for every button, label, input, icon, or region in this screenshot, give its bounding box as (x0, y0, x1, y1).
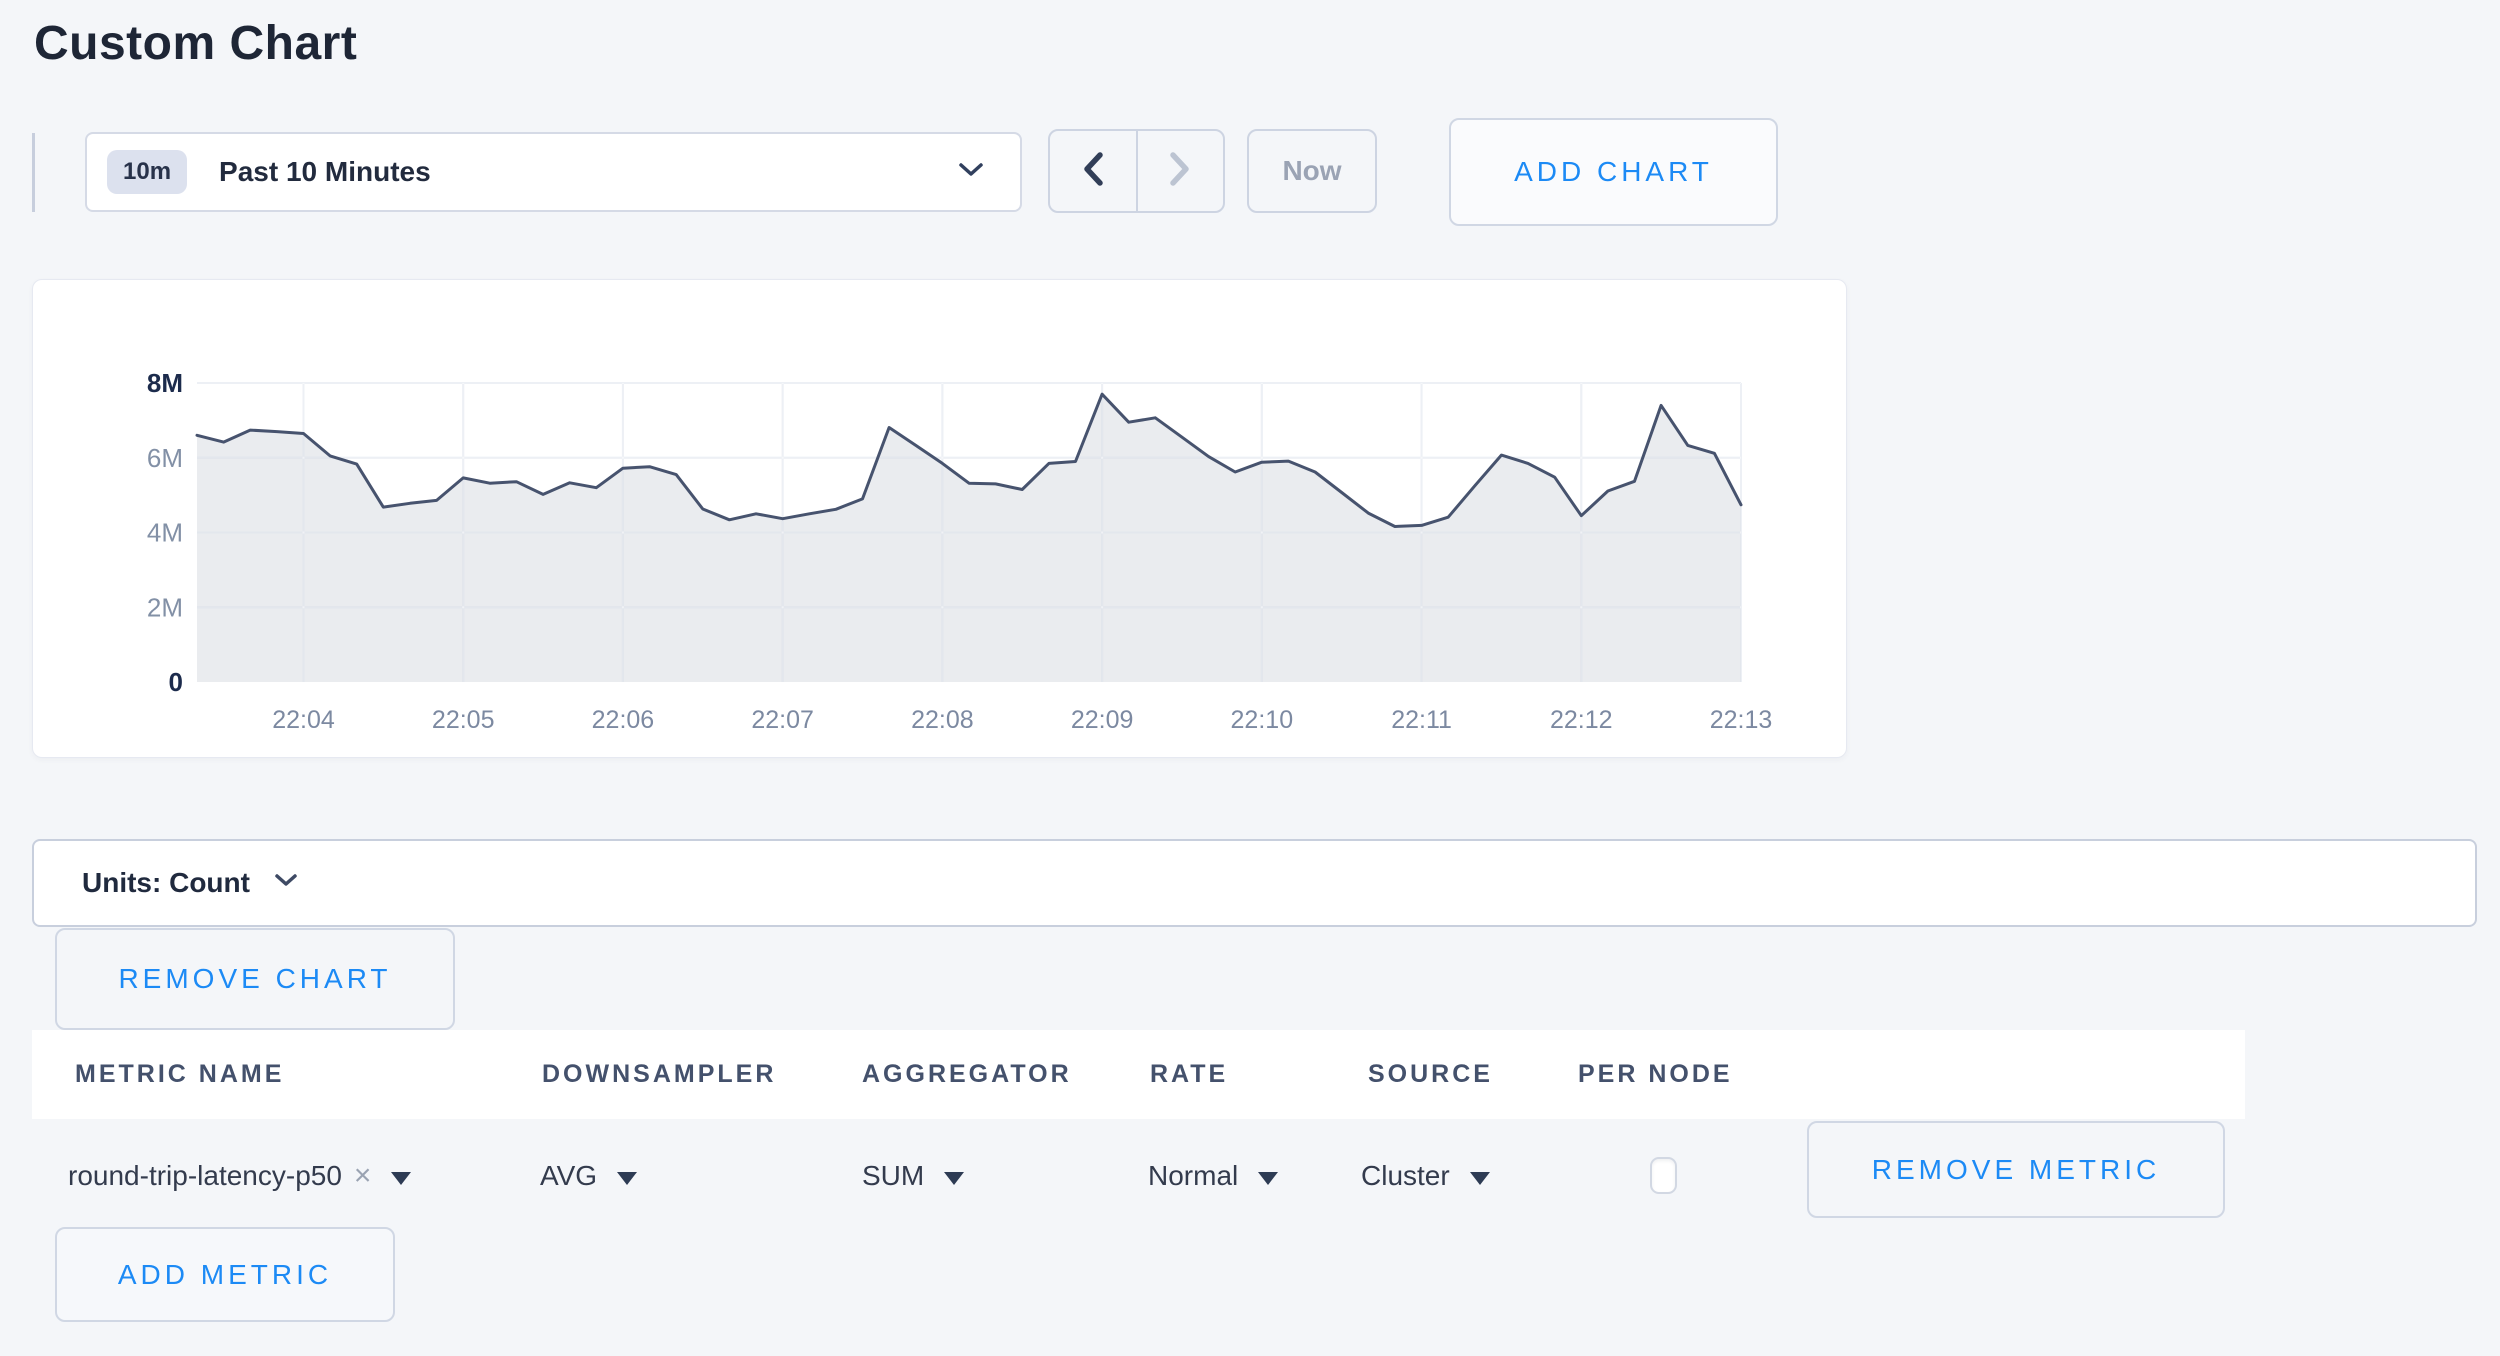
units-label: Units: Count (82, 867, 250, 898)
caret-down-icon (944, 1171, 965, 1185)
col-header-source: SOURCE (1368, 1060, 1493, 1088)
aggregator-dropdown[interactable]: SUM (862, 1154, 965, 1198)
x-axis-tick-label: 22:13 (1710, 706, 1773, 734)
remove-metric-button[interactable]: REMOVE METRIC (1807, 1121, 2225, 1218)
col-header-downsampler: DOWNSAMPLER (542, 1060, 777, 1088)
units-dropdown[interactable]: Units: Count (32, 839, 2477, 927)
y-axis-tick-label: 0 (169, 667, 183, 697)
rate-value: Normal (1148, 1160, 1239, 1191)
remove-tag-icon[interactable]: × (353, 1159, 372, 1192)
chevron-right-icon (1168, 151, 1192, 192)
metrics-table-header-band (32, 1030, 2245, 1119)
time-range-label: Past 10 Minutes (219, 156, 431, 187)
col-header-rate: RATE (1150, 1060, 1229, 1088)
caret-down-icon (391, 1171, 412, 1185)
y-axis-tick-label: 6M (147, 443, 183, 473)
col-header-metric-name: METRIC NAME (75, 1060, 285, 1088)
per-node-checkbox[interactable] (1650, 1157, 1677, 1194)
rate-dropdown[interactable]: Normal (1148, 1154, 1279, 1198)
add-metric-button[interactable]: ADD METRIC (55, 1227, 395, 1322)
aggregator-value: SUM (862, 1160, 925, 1191)
toolbar-left-divider (32, 133, 35, 212)
timeseries-area-chart: 0 2M 4M 6M 8M 22:04 22:05 22:06 22:07 22:08 22:09 2… (147, 368, 1773, 734)
chevron-left-icon (1081, 151, 1105, 192)
remove-chart-button[interactable]: REMOVE CHART (55, 928, 455, 1030)
metric-name-dropdown[interactable]: round-trip-latency-p50 × (68, 1154, 412, 1198)
x-axis-tick-label: 22:06 (592, 706, 655, 734)
caret-down-icon (1258, 1171, 1279, 1185)
chart-card: 0 2M 4M 6M 8M 22:04 22:05 22:06 22:07 22:08 22:09 2… (32, 279, 1847, 758)
time-range-badge: 10m (107, 150, 188, 194)
col-header-aggregator: AGGREGATOR (862, 1060, 1072, 1088)
downsampler-value: AVG (540, 1160, 598, 1191)
page-title: Custom Chart (34, 17, 358, 70)
y-axis-tick-label: 2M (147, 592, 183, 622)
chevron-down-icon (274, 873, 298, 893)
x-axis-tick-label: 22:07 (751, 706, 814, 734)
time-pager (1048, 129, 1225, 213)
col-header-per-node: PER NODE (1578, 1060, 1733, 1088)
now-button[interactable]: Now (1247, 129, 1377, 213)
x-axis-tick-label: 22:11 (1391, 706, 1452, 734)
source-dropdown[interactable]: Cluster (1361, 1154, 1490, 1198)
x-axis-tick-label: 22:10 (1231, 706, 1294, 734)
caret-down-icon (617, 1171, 638, 1185)
add-chart-button[interactable]: ADD CHART (1449, 118, 1778, 226)
x-axis-tick-label: 22:12 (1550, 706, 1613, 734)
next-time-button[interactable] (1138, 131, 1224, 211)
source-value: Cluster (1361, 1160, 1450, 1191)
x-axis-tick-label: 22:09 (1071, 706, 1134, 734)
downsampler-dropdown[interactable]: AVG (540, 1154, 638, 1198)
y-axis-tick-label: 4M (147, 518, 183, 548)
chevron-down-icon (958, 162, 984, 183)
x-axis-tick-label: 22:05 (432, 706, 495, 734)
metric-name-value: round-trip-latency-p50 (68, 1160, 342, 1191)
prev-time-button[interactable] (1050, 131, 1138, 211)
time-range-dropdown[interactable]: 10m Past 10 Minutes (85, 132, 1022, 212)
caret-down-icon (1469, 1171, 1490, 1185)
x-axis-tick-label: 22:08 (911, 706, 974, 734)
x-axis-tick-label: 22:04 (272, 706, 335, 734)
y-axis-tick-label: 8M (147, 368, 183, 398)
